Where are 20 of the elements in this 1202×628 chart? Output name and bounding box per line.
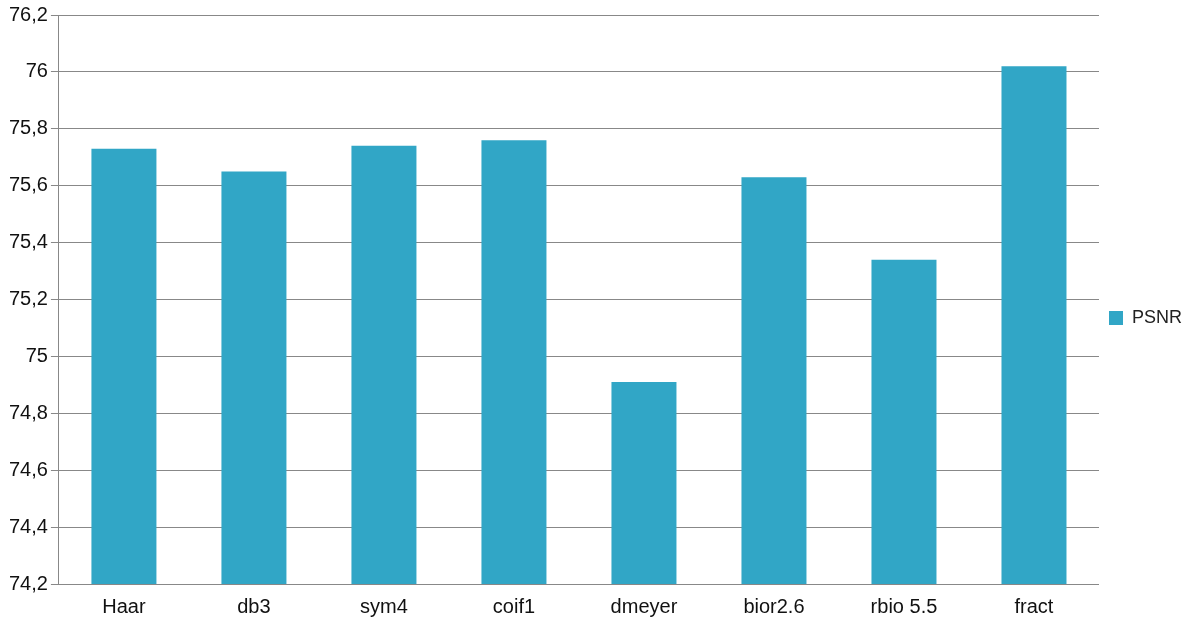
y-tick-label: 75,6	[8, 173, 48, 196]
x-tick-label: fract	[1014, 594, 1054, 617]
y-tick-label: 75,2	[8, 287, 48, 310]
y-tick-label: 75	[25, 343, 48, 366]
legend-label: PSNR	[1131, 306, 1183, 327]
x-tick-label: sym4	[360, 594, 408, 617]
y-tick-label: 74,8	[8, 400, 48, 423]
x-tick-label: bior2.6	[743, 594, 805, 617]
x-tick-label: rbio 5.5	[870, 594, 938, 617]
y-tick-label: 74,2	[8, 571, 48, 594]
y-tick-label: 76	[25, 59, 48, 82]
y-tick-label: 76,2	[8, 2, 48, 25]
y-tick-label: 74,4	[8, 514, 48, 537]
y-tick-label: 75,4	[8, 230, 48, 253]
y-tick-label: 75,8	[8, 116, 48, 139]
x-tick-label: dmeyer	[610, 594, 678, 617]
x-tick-label: db3	[237, 594, 271, 617]
x-tick-label: coif1	[492, 594, 536, 617]
y-tick-label: 74,6	[8, 457, 48, 480]
x-tick-label: Haar	[102, 594, 146, 617]
